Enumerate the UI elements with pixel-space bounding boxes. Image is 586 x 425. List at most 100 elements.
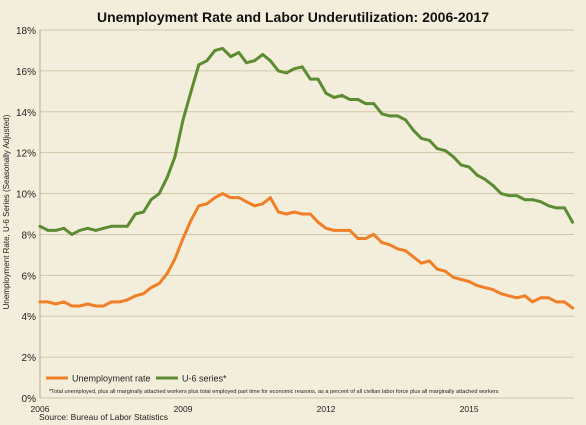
data-point — [125, 298, 129, 302]
data-point — [491, 288, 495, 291]
data-point — [348, 98, 352, 101]
data-point — [118, 300, 121, 304]
data-point — [62, 300, 66, 304]
data-point — [483, 177, 487, 181]
data-point — [205, 202, 209, 206]
data-point — [197, 63, 201, 67]
data-point — [110, 300, 113, 304]
data-point — [46, 300, 50, 304]
data-point — [285, 212, 288, 216]
data-point — [157, 282, 161, 285]
data-point — [507, 294, 511, 298]
legend: Unemployment rate U-6 series* — [46, 374, 227, 384]
chart-title: Unemployment Rate and Labor Underutiliza… — [97, 9, 489, 25]
data-point — [78, 304, 81, 308]
data-point — [364, 237, 367, 240]
data-point — [452, 155, 455, 159]
data-point — [277, 210, 280, 214]
data-point — [523, 294, 527, 298]
source-note: Source: Bureau of Labor Statistics — [39, 412, 168, 422]
y-tick-label: 8% — [22, 230, 37, 241]
data-point — [277, 69, 280, 73]
data-point — [181, 118, 185, 122]
y-tick-label: 16% — [16, 67, 36, 78]
data-point — [102, 226, 105, 230]
data-point — [356, 237, 360, 240]
data-point — [547, 296, 551, 300]
data-point — [443, 269, 447, 273]
data-point — [563, 300, 566, 304]
data-point — [70, 304, 74, 308]
data-point — [292, 210, 296, 214]
data-point — [324, 92, 328, 95]
data-point — [308, 212, 312, 216]
x-tick-label: 2006 — [31, 404, 50, 414]
data-point — [261, 53, 265, 56]
data-point — [70, 233, 74, 236]
data-point — [292, 67, 296, 71]
data-point — [245, 61, 248, 65]
y-tick-label: 6% — [22, 271, 37, 282]
data-point — [388, 243, 391, 247]
series-u6 — [38, 46, 575, 236]
data-point — [221, 47, 225, 50]
data-point — [380, 112, 384, 116]
data-point — [173, 257, 177, 261]
data-point — [268, 59, 272, 63]
data-point — [467, 280, 471, 283]
data-point — [475, 284, 479, 287]
grid — [39, 29, 574, 399]
data-point — [110, 224, 113, 228]
data-point — [539, 296, 542, 300]
data-point — [523, 198, 527, 202]
data-point — [86, 302, 90, 306]
data-point — [340, 229, 344, 232]
data-point — [364, 102, 367, 105]
data-point — [308, 77, 312, 81]
data-point — [316, 77, 320, 81]
y-axis-ticks: 0% 2% 4% 6% 8% 10% 12% 14% 16% 18% — [16, 26, 36, 405]
data-point — [237, 51, 241, 54]
data-point — [54, 302, 58, 306]
data-point — [38, 300, 42, 304]
data-point — [142, 292, 145, 296]
data-point — [261, 202, 265, 206]
data-point — [245, 200, 248, 204]
data-point — [189, 218, 193, 222]
data-point — [332, 229, 336, 232]
y-tick-label: 0% — [22, 394, 37, 405]
data-point — [86, 226, 90, 230]
data-point — [483, 286, 487, 289]
data-point — [253, 204, 256, 208]
data-point — [491, 184, 495, 187]
data-point — [237, 196, 241, 200]
data-point — [531, 198, 534, 202]
data-point — [459, 163, 463, 167]
data-point — [118, 224, 121, 228]
data-point — [125, 224, 129, 228]
data-point — [539, 200, 542, 204]
data-point — [149, 286, 153, 289]
data-point — [404, 118, 408, 122]
data-point — [324, 226, 328, 230]
data-point — [571, 306, 574, 310]
data-point — [94, 304, 98, 308]
data-point — [515, 194, 519, 198]
data-point — [372, 102, 376, 105]
data-point — [467, 165, 471, 169]
data-point — [38, 224, 42, 228]
x-tick-label: 2012 — [317, 404, 336, 414]
data-point — [435, 147, 439, 151]
data-point — [332, 96, 336, 99]
data-point — [388, 114, 391, 118]
legend-label: Unemployment rate — [72, 374, 151, 384]
data-point — [157, 192, 161, 196]
data-point — [340, 94, 344, 97]
data-point — [229, 196, 233, 200]
data-point — [555, 300, 558, 304]
series-line — [38, 46, 575, 236]
x-tick-label: 2015 — [460, 404, 479, 414]
data-point — [396, 114, 399, 118]
data-point — [221, 192, 225, 196]
